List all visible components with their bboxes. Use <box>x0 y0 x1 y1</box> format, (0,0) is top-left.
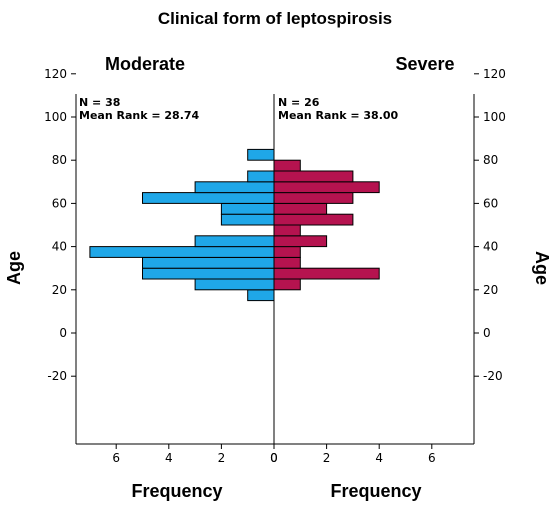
x-tick-label: 2 <box>218 451 226 465</box>
moderate-bar-40-45 <box>194 235 275 248</box>
severe-bar-35-40 <box>273 246 301 258</box>
x-tick-label: 2 <box>323 451 331 465</box>
x-tick-label: 6 <box>428 451 436 465</box>
y-axis-right: 120 100 80 60 40 20 0 -20 <box>474 67 506 383</box>
y-tick-label-right: 80 <box>483 153 498 167</box>
x-tick-label: 0 <box>270 451 278 465</box>
severe-bar-40-45 <box>273 235 328 248</box>
moderate-bar-60-65 <box>142 192 275 204</box>
moderate-bar-25-30 <box>142 267 275 280</box>
y-tick-label-left: 120 <box>44 67 67 81</box>
moderate-bar-70-75 <box>247 170 275 183</box>
severe-bar-50-55 <box>273 213 354 226</box>
y-tick-label-right: 0 <box>483 326 491 340</box>
y-tick-label-right: 20 <box>483 283 498 297</box>
x-axis-right: 0 2 4 6 <box>270 444 436 465</box>
severe-bar-45-50 <box>273 224 301 237</box>
severe-bar-60-65 <box>273 192 354 204</box>
severe-bar-30-35 <box>273 256 301 269</box>
severe-mean-rank: Mean Rank = 38.00 <box>278 109 399 122</box>
severe-bar-55-60 <box>273 202 328 215</box>
y-tick-label-left: 100 <box>44 110 67 124</box>
moderate-n: N = 38 <box>79 96 120 109</box>
y-tick-label-left: 0 <box>59 326 67 340</box>
y-tick-label-right: -20 <box>483 369 503 383</box>
moderate-bar-20-25 <box>194 278 275 291</box>
severe-group-label: Severe <box>395 54 454 74</box>
y-axis-label-left: Age <box>4 251 24 285</box>
severe-bar-25-30 <box>273 267 380 280</box>
severe-bars <box>273 159 380 291</box>
y-tick-label-right: 100 <box>483 110 506 124</box>
y-axis-left: 120 100 80 60 40 20 0 -20 <box>44 67 76 383</box>
severe-n: N = 26 <box>278 96 320 109</box>
moderate-bar-55-60 <box>220 202 275 215</box>
moderate-bar-15-20 <box>247 289 275 302</box>
moderate-bar-50-55 <box>220 213 275 226</box>
y-axis-label-right: Age <box>532 251 550 285</box>
y-tick-label-left: 80 <box>52 153 67 167</box>
moderate-group-label: Moderate <box>105 54 185 74</box>
x-tick-label: 0 <box>270 451 278 465</box>
severe-bar-75-80 <box>273 159 301 172</box>
x-axis-left: 6 4 2 0 <box>112 444 278 465</box>
y-tick-label-left: 20 <box>52 283 67 297</box>
y-tick-label-right: 60 <box>483 196 498 210</box>
moderate-x-axis-label: Frequency <box>131 481 222 501</box>
severe-bar-70-75 <box>273 170 354 183</box>
severe-bar-20-25 <box>273 278 301 291</box>
x-tick-label: 4 <box>375 451 383 465</box>
y-tick-label-right: 40 <box>483 240 498 254</box>
severe-bar-65-70 <box>273 181 380 194</box>
y-tick-label-left: 60 <box>52 196 67 210</box>
chart-title: Clinical form of leptospirosis <box>158 9 392 28</box>
moderate-bar-30-35 <box>142 256 275 269</box>
severe-x-axis-label: Frequency <box>330 481 421 501</box>
x-tick-label: 4 <box>165 451 173 465</box>
y-tick-label-left: -20 <box>47 369 67 383</box>
y-tick-label-left: 40 <box>52 240 67 254</box>
y-tick-label-right: 120 <box>483 67 506 81</box>
moderate-bar-80-85 <box>247 148 275 161</box>
moderate-mean-rank: Mean Rank = 28.74 <box>79 109 200 122</box>
moderate-bar-65-70 <box>194 181 275 194</box>
moderate-bars <box>89 148 275 302</box>
x-tick-label: 6 <box>112 451 120 465</box>
moderate-bar-35-40 <box>89 246 275 258</box>
